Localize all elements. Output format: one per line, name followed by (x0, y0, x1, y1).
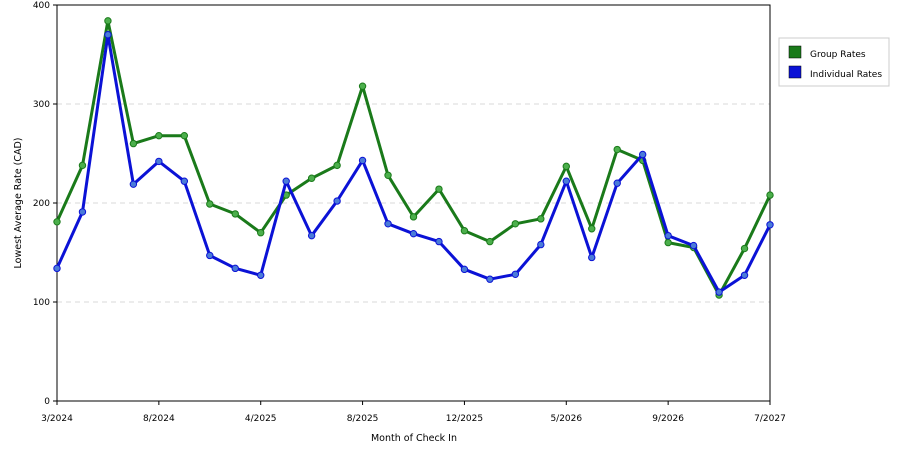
data-point-group-rates (180, 131, 189, 140)
data-point-group-rates (257, 229, 265, 237)
data-point-group-rates (460, 227, 469, 235)
data-point-individual-rates (511, 270, 520, 278)
data-point-individual-rates (307, 231, 316, 240)
x-tick-label: 3/2024 (41, 414, 73, 424)
y-axis-ticks: 0 100 200 300 400 (33, 1, 57, 407)
data-point-individual-rates (282, 177, 290, 185)
data-point-individual-rates (460, 265, 469, 274)
x-axis-ticks: 3/2024 8/2024 4/2025 8/2025 12/2025 5/2026 9/2… (41, 401, 786, 424)
data-point-group-rates (206, 200, 214, 208)
series-line-group-rates (55, 19, 772, 297)
data-point-individual-rates (231, 264, 239, 273)
series-layer (53, 17, 774, 299)
data-point-group-rates (333, 161, 341, 170)
data-point-group-rates (307, 174, 316, 182)
y-tick-label: 300 (33, 100, 50, 110)
data-point-individual-rates (537, 240, 545, 249)
data-point-group-rates (78, 161, 87, 170)
data-point-group-rates (104, 17, 112, 25)
x-axis-title: Month of Check In (371, 433, 457, 444)
data-point-individual-rates (384, 220, 392, 228)
data-point-group-rates (537, 215, 545, 223)
data-point-individual-rates (358, 156, 367, 165)
legend-swatch-group-rates (788, 45, 802, 59)
data-point-individual-rates (104, 31, 112, 39)
data-point-individual-rates (435, 237, 443, 246)
data-point-group-rates (588, 225, 596, 233)
data-point-group-rates (358, 82, 367, 90)
data-point-individual-rates (129, 180, 138, 188)
x-tick-label: 4/2025 (245, 414, 277, 424)
data-point-individual-rates (689, 241, 698, 250)
data-point-group-rates (740, 244, 749, 253)
gridlines (57, 103, 770, 303)
data-point-group-rates (384, 171, 392, 179)
data-point-individual-rates (206, 251, 214, 260)
data-point-group-rates (766, 191, 774, 199)
series-line-individual-rates (55, 33, 772, 294)
data-point-group-rates (409, 213, 418, 221)
data-point-individual-rates (664, 231, 672, 240)
data-point-individual-rates (180, 177, 189, 185)
y-tick-label: 400 (33, 1, 50, 11)
x-tick-label: 9/2026 (652, 414, 684, 424)
data-point-group-rates (435, 185, 443, 193)
y-tick-label: 200 (33, 199, 50, 209)
data-point-individual-rates (333, 197, 341, 205)
data-point-individual-rates (78, 208, 87, 216)
data-point-group-rates (53, 218, 61, 226)
data-point-individual-rates (53, 264, 61, 273)
y-tick-label: 100 (33, 298, 50, 308)
data-point-group-rates (129, 139, 138, 148)
y-axis-title: Lowest Average Rate (CAD) (13, 138, 24, 269)
data-point-group-rates (562, 162, 570, 171)
data-point-group-rates (155, 131, 163, 140)
x-tick-label: 12/2025 (446, 414, 483, 424)
data-point-individual-rates (740, 271, 749, 279)
legend: Group Rates Individual Rates (778, 37, 890, 87)
data-point-group-rates (231, 210, 239, 218)
x-tick-label: 8/2025 (347, 414, 379, 424)
x-tick-label: 7/2027 (754, 414, 786, 424)
data-point-individual-rates (766, 221, 774, 229)
x-tick-label: 8/2024 (143, 414, 175, 424)
y-tick-label: 0 (44, 397, 50, 407)
legend-swatch-individual-rates (788, 65, 802, 79)
data-point-individual-rates (257, 271, 265, 279)
legend-label-group-rates: Group Rates (810, 50, 866, 60)
data-point-individual-rates (562, 177, 570, 185)
x-tick-label: 5/2026 (550, 414, 582, 424)
data-point-individual-rates (613, 179, 621, 187)
data-point-group-rates (664, 238, 672, 247)
data-point-individual-rates (715, 288, 723, 296)
data-point-individual-rates (155, 157, 163, 166)
data-point-group-rates (613, 145, 621, 154)
data-point-group-rates (511, 220, 520, 228)
data-point-individual-rates (588, 253, 596, 262)
data-point-group-rates (486, 237, 494, 246)
data-point-individual-rates (486, 275, 494, 283)
data-point-individual-rates (638, 150, 647, 159)
data-point-individual-rates (409, 229, 418, 238)
legend-label-individual-rates: Individual Rates (810, 70, 882, 80)
